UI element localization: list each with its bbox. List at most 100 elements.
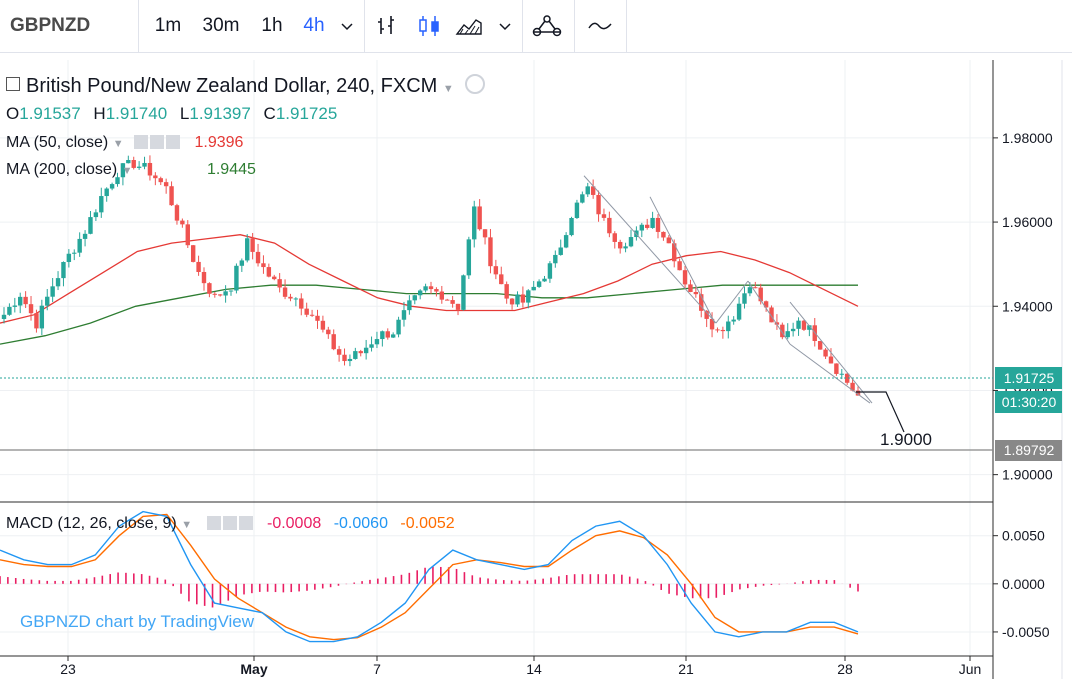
candle: [574, 202, 580, 219]
candle: [401, 310, 407, 320]
candle: [753, 287, 758, 289]
chart-title: British Pound/New Zealand Dollar, 240, F…: [26, 75, 438, 97]
macd-histogram: [0, 566, 859, 608]
candle: [817, 340, 823, 350]
toolbar-divider: [626, 0, 627, 52]
candle: [645, 224, 650, 228]
interval-1m[interactable]: 1m: [154, 15, 182, 36]
candles: [1, 155, 861, 396]
candle: [45, 296, 50, 306]
candle: [142, 162, 147, 167]
time-axis: 23 May 7 14 21 28 Jun: [60, 656, 981, 677]
candle: [18, 296, 23, 306]
bar-chart-icon[interactable]: [372, 12, 402, 40]
candle: [742, 293, 747, 304]
candle: [563, 235, 569, 248]
candle: [136, 166, 142, 168]
candle: [99, 196, 104, 213]
candle: [699, 294, 704, 311]
candle: [147, 162, 153, 176]
macd-tick-label: 0.0000: [1002, 576, 1045, 592]
open-value: 1.91537: [19, 104, 81, 123]
candle: [201, 271, 207, 284]
candle: [158, 178, 163, 183]
candle: [77, 238, 82, 253]
candle: [212, 293, 217, 295]
symbol-name[interactable]: GBPNZD: [10, 15, 91, 36]
ma200-line: [0, 284, 858, 345]
candle: [12, 305, 18, 307]
trendline: [747, 280, 791, 345]
candle: [245, 238, 250, 261]
candle: [709, 318, 715, 330]
candle: [461, 275, 466, 310]
candle: [526, 290, 531, 303]
macd-lines: [0, 510, 859, 643]
chart-area[interactable]: 1.98000 1.96000 1.94000 1.92000 1.90000 0.00…: [0, 60, 1072, 679]
ma50-legend[interactable]: MA (50, close) ▼ 1.9396: [6, 134, 243, 152]
last-price-label-bg: [995, 367, 1062, 389]
candle: [331, 334, 336, 350]
candle: [796, 320, 801, 329]
candle: [309, 314, 315, 316]
candle: [434, 289, 439, 292]
compare-icon[interactable]: [586, 12, 616, 40]
candle: [612, 233, 617, 242]
candle: [61, 262, 66, 279]
candle: [423, 286, 428, 291]
candle: [774, 322, 780, 325]
indicators-icon[interactable]: [530, 12, 564, 40]
chevron-down-icon[interactable]: ▼: [442, 83, 454, 95]
time-tick-label: 28: [837, 661, 853, 677]
collapse-icon[interactable]: [6, 77, 20, 91]
candle: [531, 286, 536, 291]
candle: [688, 284, 693, 292]
chevron-down-icon[interactable]: [490, 12, 520, 40]
candle: [769, 307, 774, 323]
candle: [353, 351, 358, 359]
time-tick-label: 14: [526, 661, 542, 677]
candle: [547, 263, 553, 279]
line-price-label: 1.89792: [1004, 442, 1055, 458]
top-toolbar: GBPNZD 1m 30m 1h 4h: [0, 0, 1072, 53]
candle: [196, 261, 201, 272]
candle: [628, 237, 634, 247]
candle: [7, 306, 12, 315]
chevron-down-icon: ▼: [112, 138, 124, 150]
interval-4h[interactable]: 4h: [303, 15, 325, 36]
high-label: H: [93, 104, 106, 123]
interval-1h[interactable]: 1h: [261, 15, 283, 36]
ma200-legend[interactable]: MA (200, close) ▼ 1.9445: [6, 161, 256, 179]
candle: [785, 331, 790, 338]
candle: [596, 194, 601, 215]
macd-legend[interactable]: MACD (12, 26, close, 9) ▼ -0.0008 -0.006…: [6, 515, 455, 533]
candle: [228, 290, 234, 292]
eye-icon[interactable]: [465, 74, 486, 94]
high-value: 1.91740: [105, 104, 168, 123]
candle: [693, 291, 699, 295]
candlestick-icon[interactable]: [414, 12, 444, 40]
interval-30m[interactable]: 30m: [202, 15, 240, 36]
chevron-down-icon[interactable]: [332, 12, 362, 40]
candle: [763, 301, 769, 308]
close-icon: [166, 135, 181, 149]
ma200-line: [0, 284, 858, 345]
candle: [536, 281, 542, 287]
candle: [396, 319, 401, 335]
candle: [369, 344, 374, 348]
candle: [417, 290, 423, 296]
candle: [455, 303, 461, 310]
ohlc-legend: O1.91537 H1.91740 L1.91397 C1.91725: [6, 104, 337, 124]
chevron-down-icon: ▼: [181, 519, 193, 531]
ma200-label: MA (200, close): [6, 161, 118, 178]
gear-icon: [222, 516, 237, 530]
ma50-line: [0, 234, 859, 324]
macd-signal-line: [0, 513, 859, 641]
candle: [261, 263, 266, 268]
candle: [747, 287, 753, 294]
candle: [315, 315, 320, 321]
area-chart-icon[interactable]: [454, 12, 484, 40]
candle: [39, 305, 45, 329]
trendline: [649, 196, 716, 324]
